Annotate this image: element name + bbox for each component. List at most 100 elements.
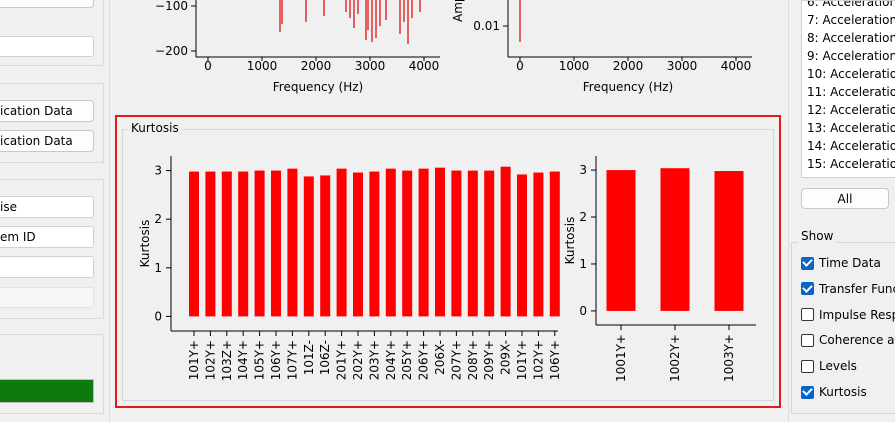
right-plot-ylabel: Amp: [451, 0, 465, 22]
show-option-levels[interactable]: Levels: [801, 359, 857, 373]
channel-list-item[interactable]: 15: Acceleration: [807, 157, 895, 171]
channel-list-item[interactable]: 10: Acceleration: [807, 67, 895, 81]
checkbox[interactable]: [801, 359, 814, 373]
x-tick-label: 2000: [301, 59, 332, 73]
kurtosis-bar: [451, 170, 462, 317]
kurtosis-highlight-frame: [115, 115, 781, 408]
y-tick-label: 0: [154, 309, 162, 323]
y-tick-label: −100: [155, 0, 188, 13]
show-option-kurtosis[interactable]: Kurtosis: [801, 385, 867, 399]
channel-list[interactable]: 6: Acceleration 7: Acceleration 8: Acceler…: [801, 0, 895, 178]
left-top-field[interactable]: [0, 36, 94, 57]
show-option-impulse-resp[interactable]: Impulse Resp: [801, 308, 895, 322]
checkbox[interactable]: [801, 256, 814, 270]
channel-list-item[interactable]: 7: Acceleration: [807, 13, 895, 27]
right-plot-x-ticks: 0 1000 2000 3000 4000: [516, 57, 751, 73]
kurtosis-bar: [517, 174, 527, 317]
field-value: ise: [0, 200, 17, 214]
left-plot-x-ticks: 0 1000 2000 3000 4000: [204, 57, 439, 73]
channel-list-item[interactable]: 12: Acceleration: [807, 103, 895, 117]
metadata-field-2[interactable]: em ID: [0, 226, 94, 248]
kurtosis-bar: [320, 175, 331, 317]
x-tick-label: 209Y+: [482, 340, 496, 380]
kurtosis-bar: [500, 166, 511, 317]
button-label: ication Data: [0, 104, 73, 118]
left-plot-xlabel: Frequency (Hz): [273, 80, 364, 94]
progress-bar: [0, 379, 94, 403]
x-tick-label: 209X-: [499, 340, 513, 375]
y-axis-label: Kurtosis: [138, 220, 152, 268]
y-tick-label: 1: [579, 257, 587, 271]
channel-list-item[interactable]: 11: Acceleration: [807, 85, 895, 99]
y-tick-label: 0.01: [473, 19, 500, 33]
kurtosis-bar: [533, 172, 544, 317]
kurtosis-bar: [221, 171, 232, 317]
x-tick-label: 106Y+: [548, 340, 562, 380]
metadata-field-1[interactable]: ise: [0, 196, 94, 218]
show-group-title: Show: [798, 229, 837, 243]
kurtosis-group-title: Kurtosis: [128, 121, 182, 135]
left-spectrum-plot: −100 −200 0 1000 2000 3000 4000 Frequency (H…: [155, 0, 440, 94]
x-tick-label: 106Y+: [269, 340, 283, 380]
right-splitter[interactable]: [788, 0, 789, 422]
kurtosis-bar: [287, 168, 298, 317]
y-tick-label: 2: [579, 210, 587, 224]
checkbox[interactable]: [801, 282, 814, 296]
y-tick-label: 2: [154, 212, 162, 226]
checkbox[interactable]: [801, 333, 814, 347]
kurtosis-bar: [714, 171, 744, 311]
channel-list-item[interactable]: 13: Acceleration: [807, 121, 895, 135]
channel-list-item[interactable]: 14: Acceleration: [807, 139, 895, 153]
kurtosis-bar: [254, 170, 265, 317]
x-tick-label: 1001Y+: [614, 334, 628, 382]
y-tick-label: 0: [579, 304, 587, 318]
channel-list-item[interactable]: 9: Acceleration: [807, 49, 895, 63]
checkbox[interactable]: [801, 385, 814, 399]
kurtosis-bar: [271, 170, 281, 317]
kurtosis-bar: [484, 170, 495, 317]
y-tick-label: 3: [154, 164, 162, 178]
kurtosis-bar: [549, 171, 560, 317]
left-plot-series: [279, 0, 421, 44]
x-tick-label: 1003Y+: [722, 334, 736, 382]
kurtosis-chart-secondary: Kurtosis 0 1 2 3 1001Y+ 1002Y+ 1003Y+: [563, 156, 756, 382]
kurtosis-bar: [606, 170, 636, 311]
export-data-button-2[interactable]: ication Data: [0, 130, 94, 152]
kurtosis-bar: [336, 168, 347, 317]
x-tick-label: 201Y+: [335, 340, 349, 380]
kurtosis-bar: [189, 171, 199, 317]
kurtosis-bar: [369, 171, 380, 317]
channel-list-item[interactable]: 8: Acceleration: [807, 31, 895, 45]
metadata-field-4: [0, 287, 94, 308]
checkbox-label: Time Data: [819, 256, 881, 270]
x-tick-label: 101Z-: [302, 340, 316, 375]
x-tick-label: 106Z-: [318, 340, 332, 375]
export-data-button-1[interactable]: ication Data: [0, 100, 94, 122]
x-tick-label: 103Z+: [220, 340, 234, 381]
field-value: em ID: [0, 230, 36, 244]
x-tick-label: 204Y+: [384, 340, 398, 380]
metadata-field-3[interactable]: [0, 256, 94, 278]
channel-list-item[interactable]: 6: Acceleration: [807, 0, 895, 9]
x-tick-label: 101Y+: [187, 340, 201, 380]
checkbox[interactable]: [801, 308, 814, 322]
checkbox-label: Kurtosis: [819, 385, 867, 399]
y-tick-label: −200: [155, 44, 188, 58]
show-option-time-data[interactable]: Time Data: [801, 256, 881, 270]
left-top-button[interactable]: [0, 0, 94, 8]
left-splitter[interactable]: [109, 0, 110, 422]
show-option-transfer-func[interactable]: Transfer Func: [801, 282, 895, 296]
y-tick-label: 1: [154, 261, 162, 275]
x-tick-label: 203Y+: [367, 340, 381, 380]
kurtosis-bar: [660, 168, 690, 311]
checkbox-label: Coherence ar: [819, 333, 895, 348]
x-tick-label: 1000: [559, 59, 590, 73]
x-tick-label: 4000: [409, 59, 440, 73]
show-option-coherence-ar[interactable]: Coherence ar: [801, 333, 895, 347]
checkbox-label: Transfer Func: [819, 281, 895, 296]
kurtosis-bar: [238, 171, 249, 317]
select-all-button[interactable]: All: [801, 188, 889, 209]
x-tick-label: 2000: [613, 59, 644, 73]
kurtosis-bar: [353, 172, 363, 317]
x-tick-label: 107Y+: [285, 340, 299, 380]
